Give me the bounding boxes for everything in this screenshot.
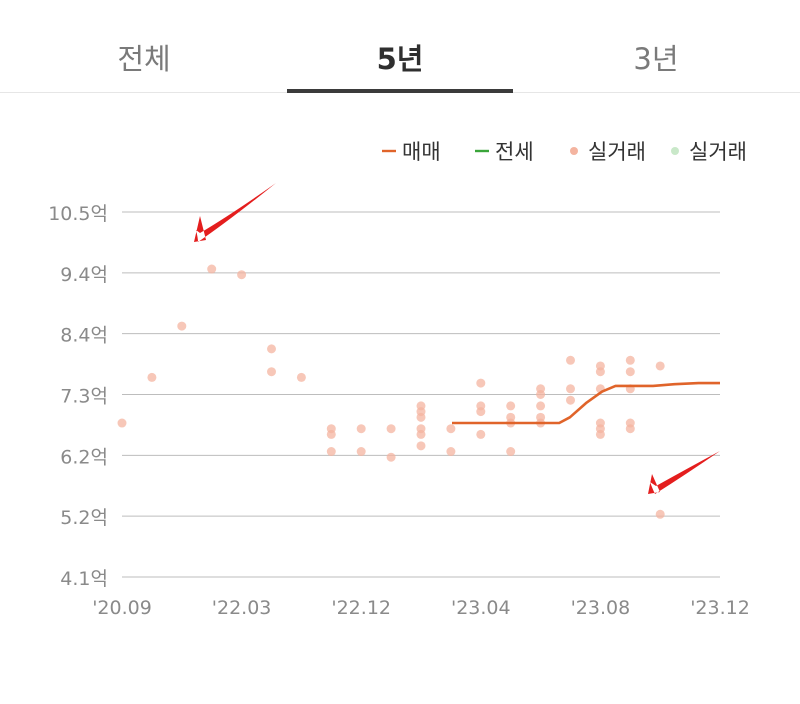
transaction-point: [595, 367, 605, 377]
legend-label: 실거래: [689, 140, 747, 164]
transaction-point: [536, 390, 546, 399]
check-mark-annotation: [648, 451, 720, 494]
transaction-point: [267, 367, 276, 377]
transaction-point: [506, 401, 516, 411]
chart-grid: [122, 211, 720, 578]
transaction-point: [177, 321, 187, 331]
annotations: [194, 183, 720, 494]
price-lines: [452, 381, 720, 425]
transaction-point: [655, 361, 665, 371]
transaction-point: [147, 372, 157, 382]
y-tick-label: 5.2억: [60, 507, 108, 529]
transaction-point: [416, 441, 426, 451]
y-tick-label: 9.4억: [60, 264, 108, 286]
transaction-point: [655, 509, 665, 519]
transaction-point: [326, 447, 336, 457]
transaction-point: [296, 372, 306, 382]
chart-legend: 매매 전세 실거래 실거래: [382, 140, 747, 164]
tab-5-years[interactable]: 5년: [376, 42, 424, 76]
transaction-point: [356, 447, 366, 457]
transaction-point: [446, 424, 456, 434]
legend-label: 실거래: [588, 140, 646, 164]
y-tick-label: 8.4억: [60, 325, 108, 347]
x-tick-label: '22.12: [331, 597, 391, 619]
x-tick-label: '23.04: [451, 597, 511, 619]
x-tick-label: '22.03: [212, 597, 272, 619]
transaction-point: [625, 355, 635, 365]
y-tick-label: 10.5억: [48, 203, 108, 225]
transaction-point: [267, 344, 276, 354]
check-mark-annotation: [194, 183, 276, 242]
transaction-points: [117, 264, 665, 519]
active-tab-indicator: [287, 89, 513, 93]
transaction-point: [536, 401, 546, 411]
tab-all[interactable]: 전체: [117, 42, 171, 76]
transaction-point: [595, 429, 605, 439]
transaction-point: [625, 367, 635, 377]
transaction-point: [476, 429, 486, 439]
y-tick-label: 6.2억: [60, 446, 108, 468]
transaction-point: [117, 418, 127, 428]
y-tick-label: 4.1억: [60, 568, 108, 590]
y-axis: 10.5억 9.4억 8.4억 7.3억 6.2억 5.2억 4.1억: [48, 203, 108, 590]
tab-3-years[interactable]: 3년: [633, 42, 679, 76]
transaction-point: [386, 452, 396, 462]
transaction-point: [446, 447, 456, 457]
price-chart: 매매 전세 실거래 실거래 10.5억 9.4억 8.4억 7.3억 6.2억 5.2억 4.1억…: [48, 140, 750, 619]
transaction-point: [566, 395, 575, 405]
sale-price-line: [452, 381, 720, 425]
legend-label: 매매: [402, 140, 441, 164]
x-axis: '20.09 '22.03 '22.12 '23.04 '23.08 '23.12: [92, 597, 750, 619]
x-tick-label: '23.12: [690, 597, 750, 619]
period-tabs: 전체 5년 3년: [0, 0, 800, 93]
transaction-point: [476, 378, 486, 388]
transaction-point: [207, 264, 217, 274]
transaction-point: [416, 412, 426, 422]
transaction-point: [356, 424, 366, 434]
transaction-point: [625, 424, 635, 434]
transaction-point: [416, 429, 426, 439]
transaction-point: [326, 429, 336, 439]
transaction-point: [476, 407, 486, 417]
legend-swatch: [671, 147, 679, 155]
transaction-point: [566, 384, 575, 394]
legend-swatch: [570, 147, 578, 155]
transaction-point: [506, 447, 516, 457]
y-tick-label: 7.3억: [60, 386, 108, 408]
transaction-point: [386, 424, 396, 434]
transaction-point: [566, 355, 575, 365]
x-tick-label: '20.09: [92, 597, 152, 619]
x-tick-label: '23.08: [571, 597, 631, 619]
transaction-point: [237, 270, 247, 280]
legend-label: 전세: [495, 140, 534, 164]
